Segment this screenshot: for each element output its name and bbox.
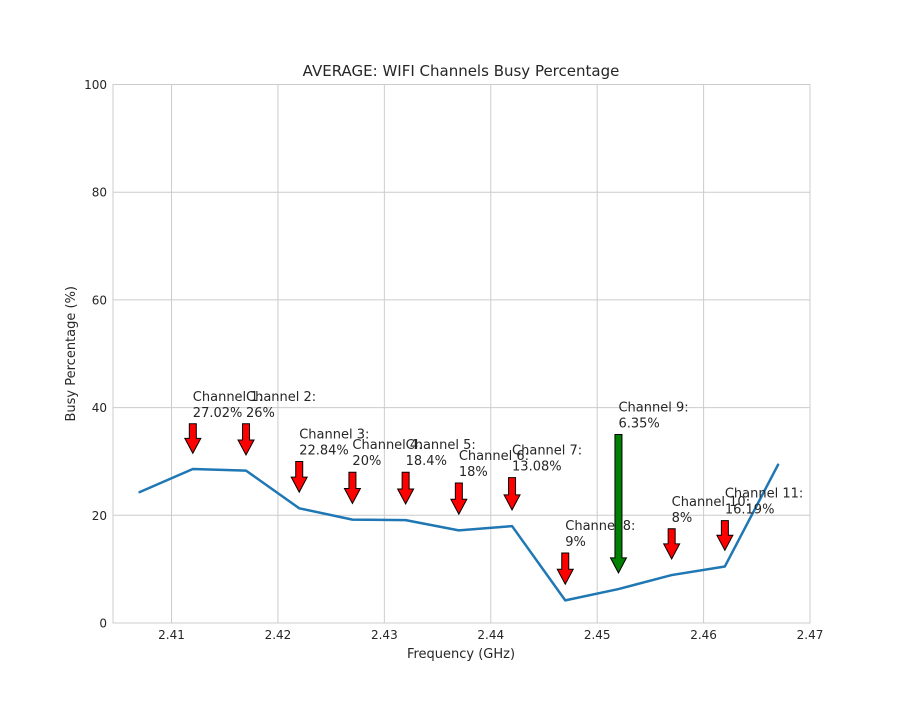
annotation-channel: Channel 8: [565, 519, 635, 534]
annotation-value: 18% [459, 465, 488, 480]
annotation-label: Channel 3: 22.84% [299, 427, 369, 458]
annotation-label: Channel 11: 16.19% [725, 487, 803, 518]
annotation-arrow [662, 528, 681, 560]
annotation-channel: Channel 10: [672, 495, 750, 510]
x-tick-label: 2.41 [158, 628, 185, 642]
x-tick-label: 2.42 [265, 628, 292, 642]
x-tick-label: 2.44 [477, 628, 504, 642]
annotation-arrow [716, 520, 734, 552]
annotation-arrow [556, 552, 575, 586]
annotation-value: 18.4% [406, 454, 447, 469]
y-tick-label: 80 [92, 186, 107, 200]
annotation-arrow [183, 423, 202, 455]
annotation-label: Channel 7: 13.08% [512, 444, 582, 475]
annotation-channel: Channel 2: [246, 390, 316, 405]
annotation-arrow [609, 434, 628, 574]
tick-labels: 2.41 2.42 2.43 2.44 2.45 2.46 2.47 0 20 40 60 80 100 [84, 78, 823, 642]
annotation-channel: Channel 11: [725, 487, 803, 502]
annotation-channel: Channel 5: [406, 438, 476, 453]
annotation-value: 9% [565, 535, 586, 550]
annotation-value: 22.84% [299, 443, 349, 458]
annotation-label: Channel 6: 18% [459, 449, 529, 480]
annotation-arrow [343, 471, 362, 505]
annotation-label: Channel 4: 20% [352, 438, 422, 469]
series-layer [138, 463, 780, 602]
x-tick-label: 2.45 [584, 628, 611, 642]
annotation-arrow [237, 423, 255, 457]
annotation-label: Channel 9: 6.35% [618, 401, 688, 432]
y-tick-label: 0 [99, 617, 107, 631]
annotation-channel: Channel 7: [512, 444, 582, 459]
annotation-channel: Channel 9: [618, 401, 688, 416]
annotation-value: 8% [672, 511, 693, 526]
annotation-label: Channel 1: 27.02% [193, 390, 263, 421]
annotation-value: 27.02% [193, 406, 243, 421]
annotation-layer: Channel 1: 27.02%Channel 2: 26%Channel 3: 2… [183, 390, 803, 586]
annotation-value: 16.19% [725, 503, 775, 518]
annotation-arrow [396, 471, 415, 506]
annotation-value: 6.35% [618, 417, 659, 432]
annotation-channel: Channel 3: [299, 427, 369, 442]
annotation-label: Channel 5: 18.4% [406, 438, 476, 469]
annotation-channel: Channel 1: [193, 390, 263, 405]
x-tick-label: 2.43 [371, 628, 398, 642]
annotation-label: Channel 2: 26% [246, 390, 316, 421]
plot-frame [112, 84, 811, 624]
chart-title: AVERAGE: WIFI Channels Busy Percentage [303, 62, 620, 80]
annotation-value: 13.08% [512, 460, 562, 475]
x-axis-label: Frequency (GHz) [407, 647, 515, 662]
annotation-channel: Channel 6: [459, 449, 529, 464]
y-tick-label: 60 [92, 293, 107, 307]
y-tick-label: 100 [84, 78, 107, 92]
annotation-arrow [503, 477, 521, 511]
y-axis-label: Busy Percentage (%) [64, 286, 79, 422]
x-tick-label: 2.46 [690, 628, 717, 642]
series-line [138, 463, 780, 602]
annotation-value: 26% [246, 406, 275, 421]
y-tick-label: 20 [92, 509, 107, 523]
y-tick-label: 40 [92, 401, 107, 415]
annotation-value: 20% [352, 454, 381, 469]
annotation-channel: Channel 4: [352, 438, 422, 453]
annotation-arrow [290, 460, 309, 494]
annotation-label: Channel 10: 8% [672, 495, 750, 526]
x-tick-label: 2.47 [797, 628, 824, 642]
annotation-arrow [450, 482, 468, 516]
